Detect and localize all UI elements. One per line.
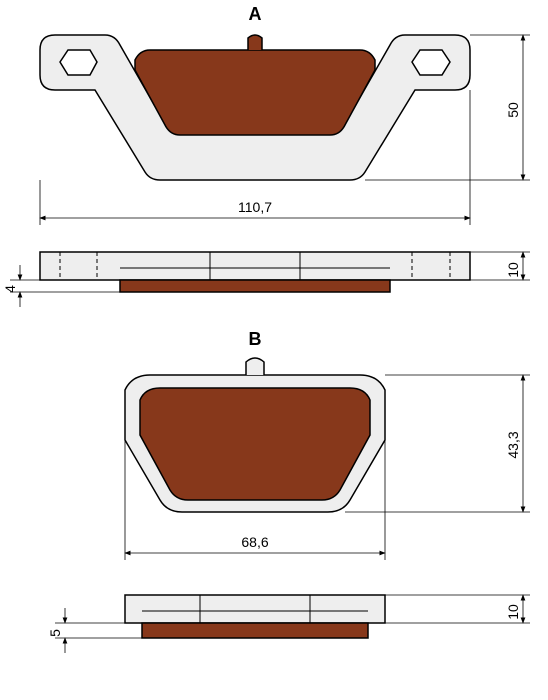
dim-b-height: 43,3 xyxy=(505,431,521,458)
dim-a-pad-thickness: 4 xyxy=(2,285,18,293)
part-a-label: A xyxy=(249,4,262,24)
part-a-right-hole xyxy=(412,50,450,75)
part-a-front-view xyxy=(40,35,470,180)
dim-b-side-thickness: 10 xyxy=(505,604,521,620)
dim-a-side-thickness: 10 xyxy=(505,262,521,278)
part-b-label: B xyxy=(249,329,262,349)
part-a-side-view xyxy=(40,252,470,292)
dim-a-width: 110,7 xyxy=(238,199,272,215)
part-b-notch xyxy=(246,358,264,375)
part-a-pad-notch xyxy=(248,35,262,50)
dim-a-height: 50 xyxy=(505,102,521,118)
part-a-left-hole xyxy=(60,50,97,75)
dim-b-width: 68,6 xyxy=(241,534,268,550)
technical-drawing: A 110,7 50 xyxy=(0,0,548,700)
part-b-side-view xyxy=(125,595,385,638)
part-a-friction-pad xyxy=(135,50,375,135)
part-b-friction-pad xyxy=(140,388,370,500)
dim-b-pad-thickness: 5 xyxy=(47,629,63,637)
part-b-front-view xyxy=(125,358,385,512)
